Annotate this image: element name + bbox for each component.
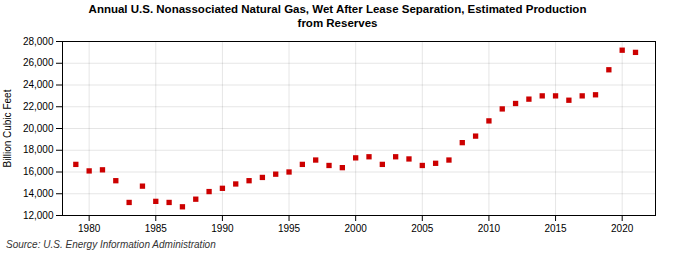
svg-text:2015: 2015 (544, 222, 567, 233)
svg-text:26,000: 26,000 (23, 57, 54, 68)
svg-text:14,000: 14,000 (23, 188, 54, 199)
svg-text:2010: 2010 (478, 222, 501, 233)
svg-text:12,000: 12,000 (23, 209, 54, 220)
svg-text:2020: 2020 (611, 222, 634, 233)
svg-text:2000: 2000 (345, 222, 368, 233)
svg-text:1980: 1980 (78, 222, 101, 233)
svg-text:2005: 2005 (411, 222, 434, 233)
svg-text:16,000: 16,000 (23, 166, 54, 177)
svg-text:22,000: 22,000 (23, 101, 54, 112)
svg-text:28,000: 28,000 (23, 35, 54, 46)
html-text:Annual U.S. Nonassociated Natu: Annual U.S. Nonassociated Natural Gas, W… (88, 3, 587, 29)
html-text:Source: U.S. Energy Informatio: Source: U.S. Energy Information Administ… (6, 238, 216, 250)
svg-text:1985: 1985 (145, 222, 168, 233)
svg-text:20,000: 20,000 (23, 122, 54, 133)
svg-text:Billion Cubic Feet: Billion Cubic Feet (2, 89, 13, 167)
svg-text:24,000: 24,000 (23, 79, 54, 90)
svg-text:1995: 1995 (278, 222, 301, 233)
svg-text:1990: 1990 (211, 222, 234, 233)
svg-text:18,000: 18,000 (23, 144, 54, 155)
